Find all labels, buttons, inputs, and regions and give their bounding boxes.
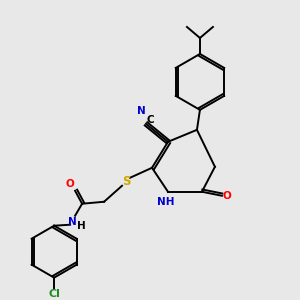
Text: NH: NH [157,197,175,207]
Text: Cl: Cl [48,289,60,298]
Text: N: N [68,217,76,227]
Text: S: S [122,175,130,188]
Text: O: O [223,191,231,201]
Text: C: C [146,115,154,125]
Text: N: N [136,106,146,116]
Text: O: O [66,179,74,189]
Text: H: H [77,221,85,231]
